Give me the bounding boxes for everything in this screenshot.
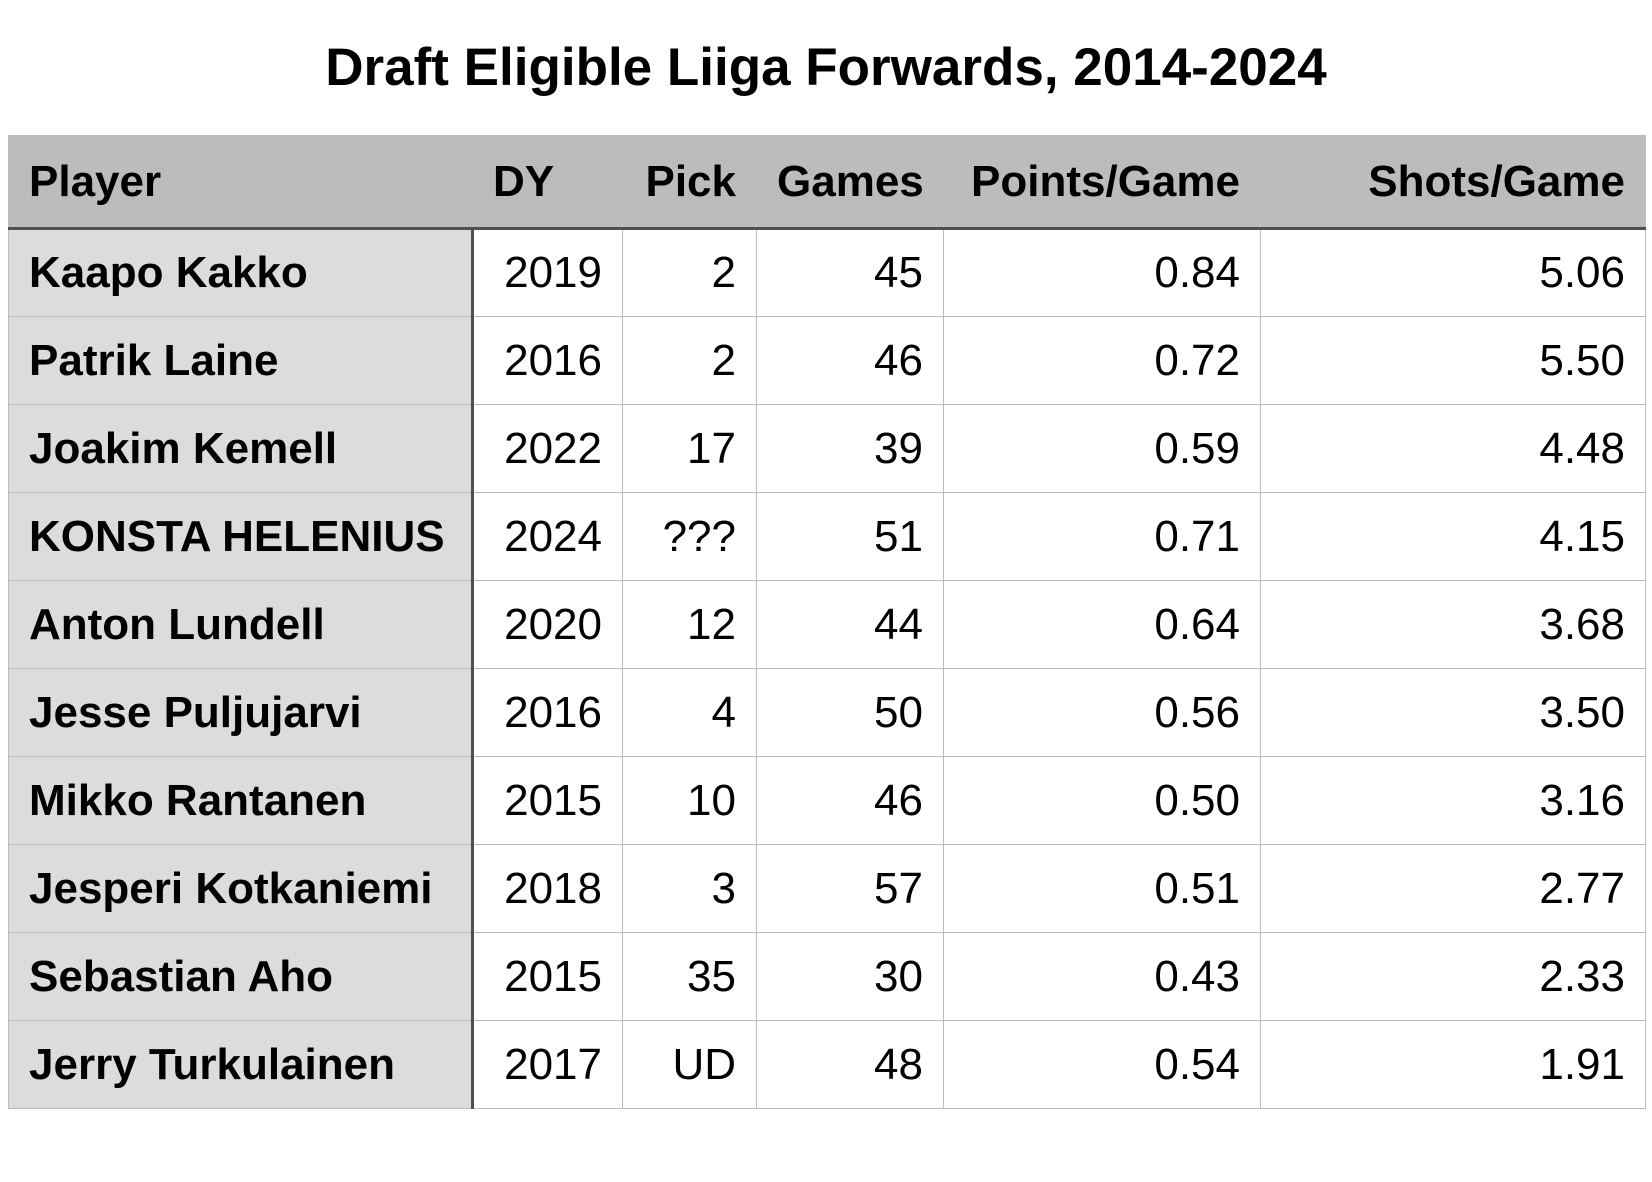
draft-year-cell: 2015 [472, 932, 623, 1021]
draft-year-cell: 2015 [472, 756, 623, 845]
points-per-game-cell: 0.71 [943, 492, 1261, 581]
points-per-game-cell: 0.64 [943, 580, 1261, 669]
points-per-game-cell: 0.50 [943, 756, 1261, 845]
draft-year-cell: 2016 [472, 316, 623, 405]
table-row: Jesse Puljujarvi 2016 4 50 0.56 3.50 [8, 668, 1646, 757]
chart-title: Draft Eligible Liiga Forwards, 2014-2024 [325, 38, 1327, 97]
games-cell: 44 [756, 580, 944, 669]
shots-per-game-cell: 2.77 [1260, 844, 1646, 933]
draft-year-cell: 2016 [472, 668, 623, 757]
points-per-game-cell: 0.72 [943, 316, 1261, 405]
player-name-cell: Jesperi Kotkaniemi [8, 844, 474, 933]
table-body: Kaapo Kakko 2019 2 45 0.84 5.06 Patrik Laine 20… [8, 228, 1646, 1109]
pick-cell: 3 [622, 844, 757, 933]
points-per-game-cell: 0.59 [943, 404, 1261, 493]
games-cell: 39 [756, 404, 944, 493]
pick-cell: 4 [622, 668, 757, 757]
pick-cell: UD [622, 1020, 757, 1109]
player-name-cell: Patrik Laine [8, 316, 474, 405]
stats-table: Player DY Pick Games Points/Game Shots/G… [8, 135, 1646, 1109]
shots-per-game-cell: 2.33 [1260, 932, 1646, 1021]
pick-cell: 2 [622, 316, 757, 405]
table-row: KONSTA HELENIUS 2024??? 51 0.71 4.15 [8, 492, 1646, 581]
column-header-games: Games [756, 135, 944, 230]
points-per-game-cell: 0.51 [943, 844, 1261, 933]
column-header-player: Player [8, 135, 473, 230]
table-row: Kaapo Kakko 2019 2 45 0.84 5.06 [8, 228, 1646, 317]
draft-year-cell: 2017 [472, 1020, 623, 1109]
draft-year-cell: 2018 [472, 844, 623, 933]
player-name-cell: Jerry Turkulainen [8, 1020, 474, 1109]
table-row: Sebastian Aho 2015 35 30 0.43 2.33 [8, 932, 1646, 1021]
games-cell: 51 [756, 492, 944, 581]
games-cell: 46 [756, 316, 944, 405]
draft-year-cell: 2022 [472, 404, 623, 493]
points-per-game-cell: 0.54 [943, 1020, 1261, 1109]
table-row: Anton Lundell 2020 12 44 0.64 3.68 [8, 580, 1646, 669]
games-cell: 46 [756, 756, 944, 845]
player-name-cell: Mikko Rantanen [8, 756, 474, 845]
pick-cell: 17 [622, 404, 757, 493]
points-per-game-cell: 0.56 [943, 668, 1261, 757]
table-row: Patrik Laine 2016 2 46 0.72 5.50 [8, 316, 1646, 405]
column-header-shots-per-game: Shots/Game [1260, 135, 1646, 230]
pick-cell: ??? [622, 492, 757, 581]
games-cell: 50 [756, 668, 944, 757]
games-cell: 57 [756, 844, 944, 933]
shots-per-game-cell: 3.50 [1260, 668, 1646, 757]
shots-per-game-cell: 5.50 [1260, 316, 1646, 405]
player-name-cell: Jesse Puljujarvi [8, 668, 474, 757]
draft-year-cell: 2020 [472, 580, 623, 669]
pick-cell: 10 [622, 756, 757, 845]
column-header-points-per-game: Points/Game [943, 135, 1261, 230]
draft-year-cell: 2019 [472, 228, 623, 317]
games-cell: 45 [756, 228, 944, 317]
shots-per-game-cell: 4.15 [1260, 492, 1646, 581]
player-name-cell: Joakim Kemell [8, 404, 474, 493]
pick-cell: 35 [622, 932, 757, 1021]
table-row: Joakim Kemell 2022 17 39 0.59 4.48 [8, 404, 1646, 493]
pick-cell: 12 [622, 580, 757, 669]
draft-year-cell: 2024 [472, 492, 623, 581]
column-header-pick: Pick [622, 135, 757, 230]
table-row: Jesperi Kotkaniemi 2018 3 57 0.51 2.77 [8, 844, 1646, 933]
player-name-cell: Sebastian Aho [8, 932, 474, 1021]
player-name-cell: Anton Lundell [8, 580, 474, 669]
games-cell: 30 [756, 932, 944, 1021]
shots-per-game-cell: 3.16 [1260, 756, 1646, 845]
points-per-game-cell: 0.84 [943, 228, 1261, 317]
shots-per-game-cell: 5.06 [1260, 228, 1646, 317]
column-header-dy: DY [472, 135, 623, 230]
header-row: Player DY Pick Games Points/Game Shots/G… [8, 135, 1646, 230]
games-cell: 48 [756, 1020, 944, 1109]
table-row: Mikko Rantanen 2015 10 46 0.50 3.16 [8, 756, 1646, 845]
points-per-game-cell: 0.43 [943, 932, 1261, 1021]
shots-per-game-cell: 1.91 [1260, 1020, 1646, 1109]
player-name-cell: KONSTA HELENIUS [8, 492, 474, 581]
shots-per-game-cell: 4.48 [1260, 404, 1646, 493]
pick-cell: 2 [622, 228, 757, 317]
table-row: Jerry Turkulainen 2017 UD 48 0.54 1.91 [8, 1020, 1646, 1109]
shots-per-game-cell: 3.68 [1260, 580, 1646, 669]
player-name-cell: Kaapo Kakko [8, 228, 474, 317]
